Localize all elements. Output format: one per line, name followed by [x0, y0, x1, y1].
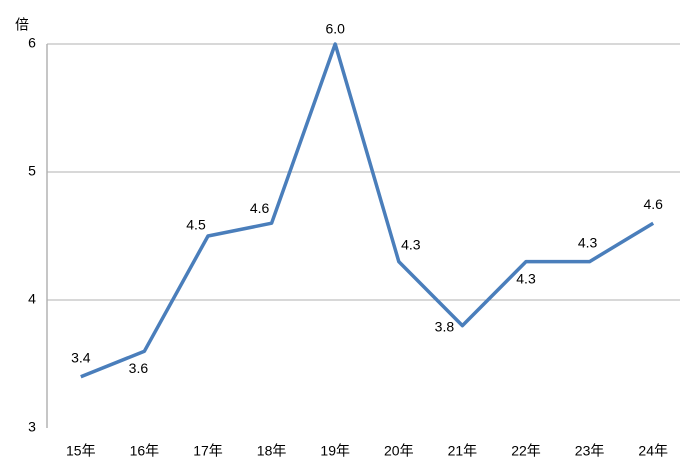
data-label: 4.6 [250, 200, 270, 216]
data-label: 4.6 [643, 196, 663, 212]
data-label: 6.0 [325, 21, 345, 37]
x-tick-label: 15年 [66, 443, 96, 459]
y-unit: 倍 [15, 17, 29, 33]
x-tick-label: 19年 [320, 443, 350, 459]
data-label: 3.4 [71, 350, 91, 366]
x-tick-label: 18年 [257, 443, 287, 459]
data-label: 4.3 [401, 236, 421, 252]
y-tick-label: 4 [28, 291, 36, 307]
x-tick-label: 24年 [638, 443, 668, 459]
x-tick-label: 21年 [448, 443, 478, 459]
data-label: 3.8 [435, 318, 455, 334]
x-tick-label: 16年 [130, 443, 160, 459]
x-tick-label: 20年 [384, 443, 414, 459]
y-tick-label: 5 [28, 163, 36, 179]
data-line [80, 42, 655, 379]
x-tick-label: 23年 [575, 443, 605, 459]
y-tick-label: 3 [28, 419, 36, 435]
x-tick-label: 17年 [193, 443, 223, 459]
data-label: 3.6 [129, 360, 149, 376]
data-label: 4.3 [578, 234, 598, 250]
data-label: 4.5 [186, 217, 206, 233]
x-tick-label: 22年 [511, 443, 541, 459]
data-label: 4.3 [516, 270, 536, 286]
y-tick-label: 6 [28, 35, 36, 51]
